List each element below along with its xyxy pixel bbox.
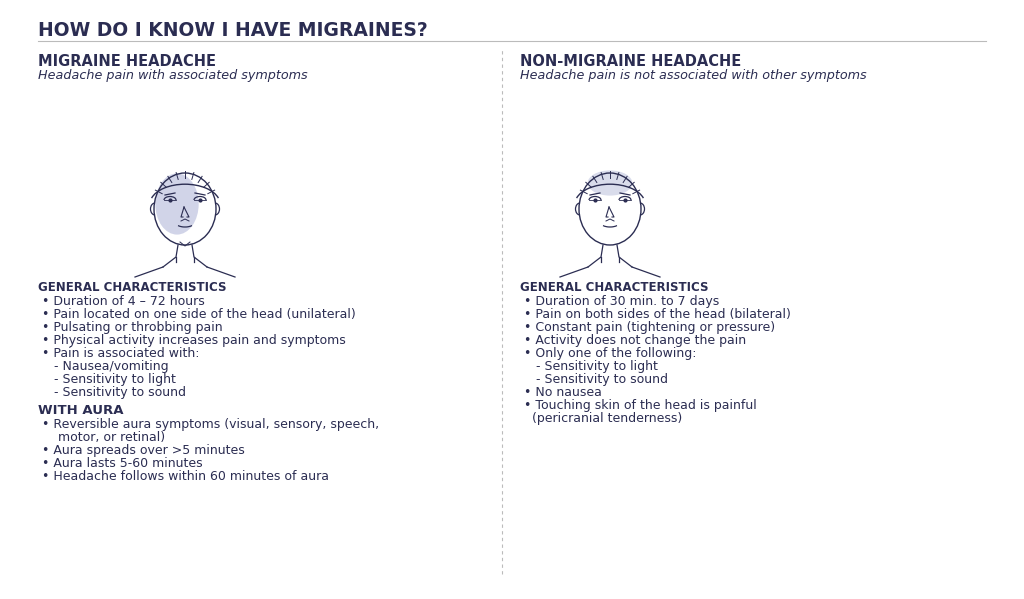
Text: NON-MIGRAINE HEADACHE: NON-MIGRAINE HEADACHE: [520, 54, 741, 69]
Text: - Nausea/vomiting: - Nausea/vomiting: [42, 360, 169, 373]
Text: • Pain on both sides of the head (bilateral): • Pain on both sides of the head (bilate…: [524, 308, 791, 321]
Text: • Pain located on one side of the head (unilateral): • Pain located on one side of the head (…: [42, 308, 355, 321]
Text: • Pain is associated with:: • Pain is associated with:: [42, 347, 200, 360]
Text: GENERAL CHARACTERISTICS: GENERAL CHARACTERISTICS: [520, 281, 709, 294]
Text: • Touching skin of the head is painful: • Touching skin of the head is painful: [524, 399, 757, 412]
Text: • Aura spreads over >5 minutes: • Aura spreads over >5 minutes: [42, 444, 245, 457]
Text: WITH AURA: WITH AURA: [38, 404, 124, 417]
Text: • Pulsating or throbbing pain: • Pulsating or throbbing pain: [42, 321, 222, 334]
Text: • Activity does not change the pain: • Activity does not change the pain: [524, 334, 746, 347]
Text: • Duration of 30 min. to 7 days: • Duration of 30 min. to 7 days: [524, 295, 719, 308]
Ellipse shape: [156, 173, 199, 235]
Text: Headache pain with associated symptoms: Headache pain with associated symptoms: [38, 69, 307, 82]
Ellipse shape: [588, 170, 633, 196]
Text: • Constant pain (tightening or pressure): • Constant pain (tightening or pressure): [524, 321, 775, 334]
Text: - Sensitivity to sound: - Sensitivity to sound: [524, 373, 668, 386]
Text: • Only one of the following:: • Only one of the following:: [524, 347, 696, 360]
Text: • No nausea: • No nausea: [524, 386, 602, 399]
Text: MIGRAINE HEADACHE: MIGRAINE HEADACHE: [38, 54, 216, 69]
Text: • Aura lasts 5-60 minutes: • Aura lasts 5-60 minutes: [42, 457, 203, 470]
Text: motor, or retinal): motor, or retinal): [42, 431, 165, 444]
Text: GENERAL CHARACTERISTICS: GENERAL CHARACTERISTICS: [38, 281, 226, 294]
Text: - Sensitivity to light: - Sensitivity to light: [524, 360, 657, 373]
Text: • Duration of 4 – 72 hours: • Duration of 4 – 72 hours: [42, 295, 205, 308]
Text: Headache pain is not associated with other symptoms: Headache pain is not associated with oth…: [520, 69, 866, 82]
Text: • Physical activity increases pain and symptoms: • Physical activity increases pain and s…: [42, 334, 346, 347]
Text: - Sensitivity to light: - Sensitivity to light: [42, 373, 176, 386]
Text: (pericranial tenderness): (pericranial tenderness): [524, 412, 682, 425]
Text: HOW DO I KNOW I HAVE MIGRAINES?: HOW DO I KNOW I HAVE MIGRAINES?: [38, 21, 428, 40]
Text: - Sensitivity to sound: - Sensitivity to sound: [42, 386, 186, 399]
Text: • Headache follows within 60 minutes of aura: • Headache follows within 60 minutes of …: [42, 470, 329, 483]
Text: • Reversible aura symptoms (visual, sensory, speech,: • Reversible aura symptoms (visual, sens…: [42, 418, 379, 431]
